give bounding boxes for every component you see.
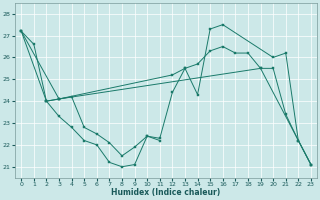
X-axis label: Humidex (Indice chaleur): Humidex (Indice chaleur) <box>111 188 221 197</box>
